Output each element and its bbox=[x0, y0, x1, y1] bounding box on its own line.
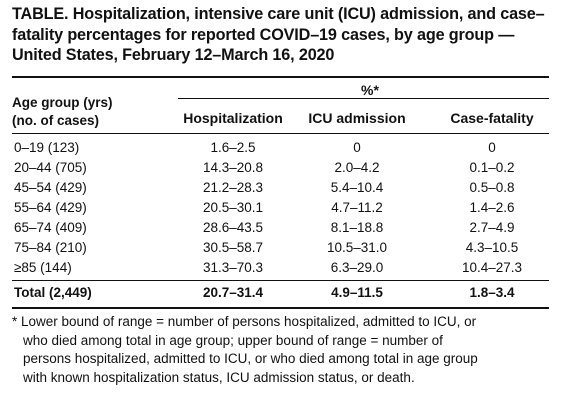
title-line: TABLE. Hospitalization, intensive care u… bbox=[12, 5, 545, 23]
age-group-cell: 55–64 (429) bbox=[14, 200, 87, 215]
title-line: United States, February 12–March 16, 202… bbox=[12, 46, 335, 64]
case-fatality-cell: 0.1–0.2 bbox=[469, 160, 515, 175]
hospitalization-cell: 21.2–28.3 bbox=[202, 180, 264, 195]
row-header-line: (no. of cases) bbox=[12, 113, 100, 128]
total-row: Total (2,449) 20.7–31.4 4.9–11.5 1.8–3.4 bbox=[0, 285, 565, 305]
header-rule bbox=[12, 133, 549, 134]
age-group-cell: 45–54 (429) bbox=[14, 180, 87, 195]
table-row: 55–64 (429) 20.5–30.1 4.7–11.2 1.4–2.6 bbox=[0, 200, 565, 220]
table-row: ≥85 (144) 31.3–70.3 6.3–29.0 10.4–27.3 bbox=[0, 260, 565, 280]
column-header-hospitalization: Hospitalization bbox=[183, 110, 283, 126]
hospitalization-cell: 28.6–43.5 bbox=[202, 220, 264, 235]
case-fatality-cell: 0 bbox=[488, 140, 496, 155]
hospitalization-cell: 31.3–70.3 bbox=[202, 260, 264, 275]
column-header-case-fatality: Case-fatality bbox=[450, 110, 534, 126]
icu-admission-cell: 8.1–18.8 bbox=[330, 220, 384, 235]
case-fatality-cell: 2.7–4.9 bbox=[469, 220, 515, 235]
table-row: 45–54 (429) 21.2–28.3 5.4–10.4 0.5–0.8 bbox=[0, 180, 565, 200]
table-title: TABLE. Hospitalization, intensive care u… bbox=[12, 4, 557, 66]
icu-admission-cell: 6.3–29.0 bbox=[330, 260, 384, 275]
age-group-cell: 20–44 (705) bbox=[14, 160, 87, 175]
table-row: 20–44 (705) 14.3–20.8 2.0–4.2 0.1–0.2 bbox=[0, 160, 565, 180]
column-header-icu-admission: ICU admission bbox=[308, 110, 406, 126]
total-icu-admission-cell: 4.9–11.5 bbox=[331, 285, 383, 300]
hospitalization-cell: 1.6–2.5 bbox=[210, 140, 256, 155]
case-fatality-cell: 10.4–27.3 bbox=[461, 260, 523, 275]
bottom-rule bbox=[12, 307, 549, 309]
table-row: 75–84 (210) 30.5–58.7 10.5–31.0 4.3–10.5 bbox=[0, 240, 565, 260]
table-row: 0–19 (123) 1.6–2.5 0 0 bbox=[0, 140, 565, 160]
total-hospitalization-cell: 20.7–31.4 bbox=[202, 285, 264, 300]
hospitalization-cell: 20.5–30.1 bbox=[202, 200, 264, 215]
case-fatality-cell: 4.3–10.5 bbox=[465, 240, 519, 255]
footnote-line: who died among total in age group; upper… bbox=[23, 332, 443, 348]
icu-admission-cell: 4.7–11.2 bbox=[331, 200, 383, 215]
footnote-line: persons hospitalized, admitted to ICU, o… bbox=[23, 351, 478, 366]
total-rule bbox=[12, 280, 549, 281]
row-header-line: Age group (yrs) bbox=[12, 95, 113, 110]
footnote-line: * Lower bound of range = number of perso… bbox=[12, 314, 477, 329]
percent-group-rule bbox=[178, 98, 549, 99]
icu-admission-cell: 2.0–4.2 bbox=[334, 160, 380, 175]
title-line: fatality percentages for reported COVID–… bbox=[12, 25, 515, 44]
percent-group-label: %* bbox=[361, 82, 379, 98]
top-rule bbox=[12, 76, 549, 78]
icu-admission-cell: 5.4–10.4 bbox=[330, 180, 384, 195]
hospitalization-cell: 30.5–58.7 bbox=[202, 240, 264, 255]
age-group-cell: 0–19 (123) bbox=[14, 140, 80, 155]
age-group-cell: ≥85 (144) bbox=[14, 260, 72, 275]
row-header: Age group (yrs) (no. of cases) bbox=[12, 94, 113, 130]
footnote-line: with known hospitalization status, ICU a… bbox=[23, 369, 415, 385]
case-fatality-cell: 1.4–2.6 bbox=[469, 200, 515, 215]
case-fatality-cell: 0.5–0.8 bbox=[469, 180, 515, 195]
footnote: * Lower bound of range = number of perso… bbox=[12, 313, 552, 387]
total-case-fatality-cell: 1.8–3.4 bbox=[469, 285, 515, 300]
icu-admission-cell: 10.5–31.0 bbox=[326, 240, 388, 255]
table-row: 65–74 (409) 28.6–43.5 8.1–18.8 2.7–4.9 bbox=[0, 220, 565, 240]
hospitalization-cell: 14.3–20.8 bbox=[202, 160, 264, 175]
total-age-cell: Total (2,449) bbox=[14, 285, 92, 300]
icu-admission-cell: 0 bbox=[353, 140, 361, 155]
age-group-cell: 65–74 (409) bbox=[14, 220, 87, 235]
age-group-cell: 75–84 (210) bbox=[14, 240, 87, 255]
